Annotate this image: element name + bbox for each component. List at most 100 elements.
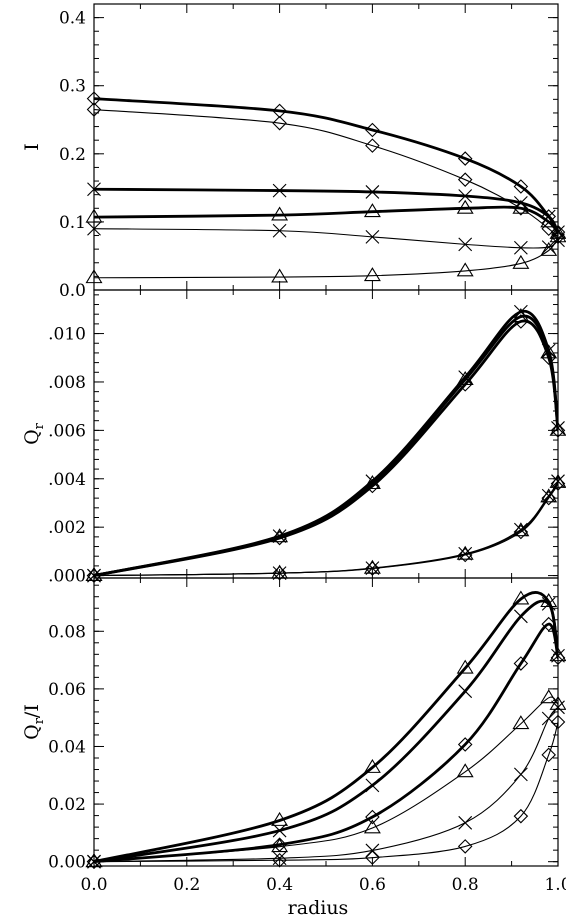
diamond-marker: [513, 201, 529, 216]
y-tick-label: 0.4: [59, 9, 86, 29]
cross-marker: [87, 854, 101, 869]
x-tick-label: 0.8: [452, 875, 479, 895]
cross-marker: [458, 546, 473, 561]
triangle-marker: [549, 228, 566, 243]
triangle-marker: [271, 268, 289, 283]
series-line-3: [94, 622, 558, 864]
triangle-marker: [271, 838, 289, 853]
triangle-marker: [549, 421, 566, 436]
diamond-marker: [365, 561, 380, 576]
x-tick-label: 1.0: [544, 875, 566, 895]
y-tick-label: 0.2: [59, 145, 86, 165]
series-line-3: [94, 319, 558, 577]
series-group: [94, 591, 558, 864]
triangle-marker: [271, 811, 289, 826]
triangle-marker: [456, 659, 474, 674]
triangle-marker: [456, 763, 474, 778]
cross-marker: [272, 223, 287, 238]
y-axis-title: Qr/I: [21, 704, 47, 740]
triangle-marker: [540, 344, 558, 359]
series-line-3: [94, 187, 558, 234]
panel-1: 0.0 0.1 0.2 0.3 0.4 I: [21, 3, 566, 301]
panel-3: 0.00 0.02 0.04 0.06 0.08 0.0 0.2 0.4 0.6 0.8 1.0 ra…: [21, 577, 566, 919]
diamond-marker: [541, 350, 556, 366]
y-tick-label: .006: [48, 421, 86, 441]
diamond-marker: [541, 747, 556, 763]
cross-marker: [541, 597, 556, 611]
diamond-marker: [86, 102, 102, 117]
cross-marker: [551, 700, 565, 715]
cross-marker: [87, 182, 101, 197]
y-axis-title-main: Q: [21, 429, 43, 445]
triangle-marker: [271, 206, 289, 221]
panel-2: .000 .002 .004 .006 .008 .010 Qr: [21, 289, 566, 587]
diamond-marker: [513, 314, 529, 329]
y-axis-title-subscript: r: [32, 717, 47, 724]
y-tick-label: 0.06: [48, 680, 86, 700]
x-tick-label: 0.4: [266, 875, 293, 895]
diamond-marker: [457, 151, 473, 166]
series-line-6: [94, 721, 558, 863]
y-tick-label: .000: [48, 567, 86, 587]
cross-marker: [458, 237, 473, 252]
diamond-marker: [457, 172, 473, 187]
y-tick-label: .004: [48, 470, 86, 490]
cross-marker: [365, 185, 380, 199]
y-tick-label: 0.00: [48, 853, 86, 873]
triangle-marker: [512, 715, 530, 730]
diamond-marker: [457, 377, 473, 392]
x-tick-label: 0.2: [173, 875, 200, 895]
diamond-marker: [513, 808, 529, 824]
x-tick-label: 0.6: [359, 875, 386, 895]
triangle-marker: [549, 224, 566, 239]
cross-marker: [365, 229, 380, 244]
cross-marker: [513, 767, 528, 782]
marker-group: [85, 304, 566, 583]
y-tick-label: 0.0: [59, 281, 86, 301]
series-group: [94, 309, 558, 577]
diamond-marker: [365, 478, 380, 494]
cross-marker: [272, 823, 287, 838]
y-axis-title: I: [21, 143, 43, 151]
y-tick-label: 0.04: [48, 737, 86, 757]
diamond-marker: [272, 115, 287, 131]
y-tick-label: .010: [48, 325, 86, 345]
diamond-marker: [457, 547, 473, 563]
diamond-marker: [365, 850, 380, 865]
x-tick-label: 0.0: [80, 875, 107, 895]
cross-marker: [458, 189, 473, 203]
triangle-marker: [456, 262, 474, 277]
series-line-6: [94, 236, 558, 279]
diamond-marker: [86, 854, 102, 869]
plot-frame: [93, 577, 559, 867]
triangle-marker: [85, 208, 103, 223]
diamond-marker: [550, 650, 566, 666]
diamond-marker: [513, 179, 529, 194]
series-line-1: [94, 97, 558, 234]
cross-marker: [513, 609, 528, 624]
cross-marker: [458, 815, 473, 830]
triangle-marker: [540, 213, 558, 228]
y-tick-label: .008: [48, 373, 86, 393]
triangle-marker: [540, 689, 558, 704]
plot-frame: [93, 3, 559, 291]
series-line-1: [94, 591, 558, 864]
triangle-marker: [363, 267, 381, 282]
triangle-marker: [363, 559, 381, 574]
marker-group: [85, 590, 566, 869]
diamond-marker: [457, 737, 473, 752]
diamond-marker: [365, 809, 380, 825]
series-line-5: [94, 706, 558, 863]
diamond-marker: [365, 138, 380, 153]
diamond-marker: [513, 524, 529, 540]
triangle-marker: [512, 254, 530, 269]
diamond-marker: [550, 476, 566, 491]
series-group: [94, 97, 558, 279]
triangle-marker: [456, 199, 474, 214]
triangle-marker: [85, 269, 103, 284]
series-line-2: [94, 109, 558, 238]
cross-marker: [365, 474, 380, 489]
y-axis-title: Qr: [21, 422, 47, 445]
diamond-marker: [365, 122, 380, 138]
